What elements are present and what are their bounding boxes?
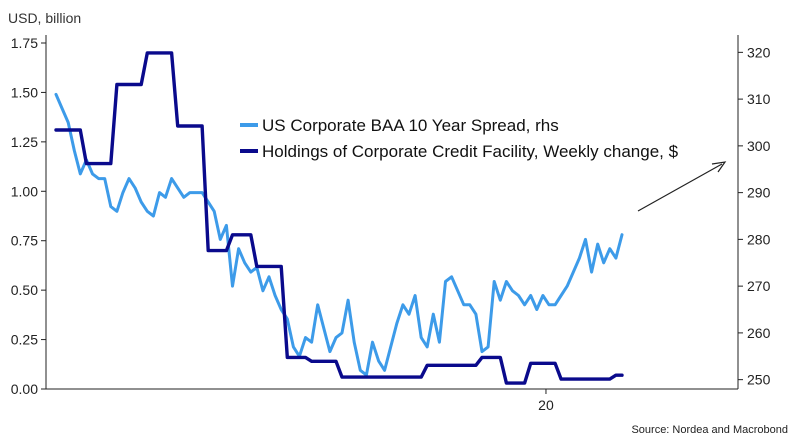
right-tick-label: 280 bbox=[747, 231, 771, 247]
left-tick-label: 1.00 bbox=[11, 183, 38, 199]
legend: US Corporate BAA 10 Year Spread, rhs Hol… bbox=[240, 116, 679, 161]
left-tick-label: 0.25 bbox=[11, 332, 38, 348]
left-tick-label: 1.25 bbox=[11, 134, 38, 150]
right-tick-label: 250 bbox=[747, 372, 771, 388]
right-tick-label: 290 bbox=[747, 185, 771, 201]
unit-label: USD, billion bbox=[8, 10, 81, 26]
legend-label-holdings: Holdings of Corporate Credit Facility, W… bbox=[262, 142, 679, 161]
left-tick-label: 0.50 bbox=[11, 282, 38, 298]
series-line-holdings bbox=[54, 51, 624, 385]
right-axis: 250 260 270 280 290 300 310 320 bbox=[738, 44, 771, 388]
series-layer bbox=[54, 51, 624, 385]
x-axis: 20 bbox=[538, 389, 554, 413]
arrow-head bbox=[711, 161, 727, 173]
x-tick-label: 20 bbox=[538, 397, 554, 413]
right-tick-label: 270 bbox=[747, 278, 771, 294]
axes bbox=[45, 35, 739, 390]
right-tick-label: 310 bbox=[747, 91, 771, 107]
series-line-spread bbox=[54, 92, 624, 377]
left-tick-label: 0.00 bbox=[11, 381, 38, 397]
left-tick-label: 1.50 bbox=[11, 84, 38, 100]
right-tick-label: 300 bbox=[747, 138, 771, 154]
arrow-shaft bbox=[637, 163, 723, 212]
trend-arrow bbox=[637, 161, 727, 212]
legend-label-spread: US Corporate BAA 10 Year Spread, rhs bbox=[262, 116, 559, 135]
right-tick-label: 320 bbox=[747, 44, 771, 60]
left-axis: 0.00 0.25 0.50 0.75 1.00 1.25 1.50 1.75 bbox=[11, 35, 46, 397]
source-note: Source: Nordea and Macrobond bbox=[631, 424, 788, 436]
left-tick-label: 0.75 bbox=[11, 233, 38, 249]
left-tick-label: 1.75 bbox=[11, 35, 38, 51]
right-tick-label: 260 bbox=[747, 325, 771, 341]
